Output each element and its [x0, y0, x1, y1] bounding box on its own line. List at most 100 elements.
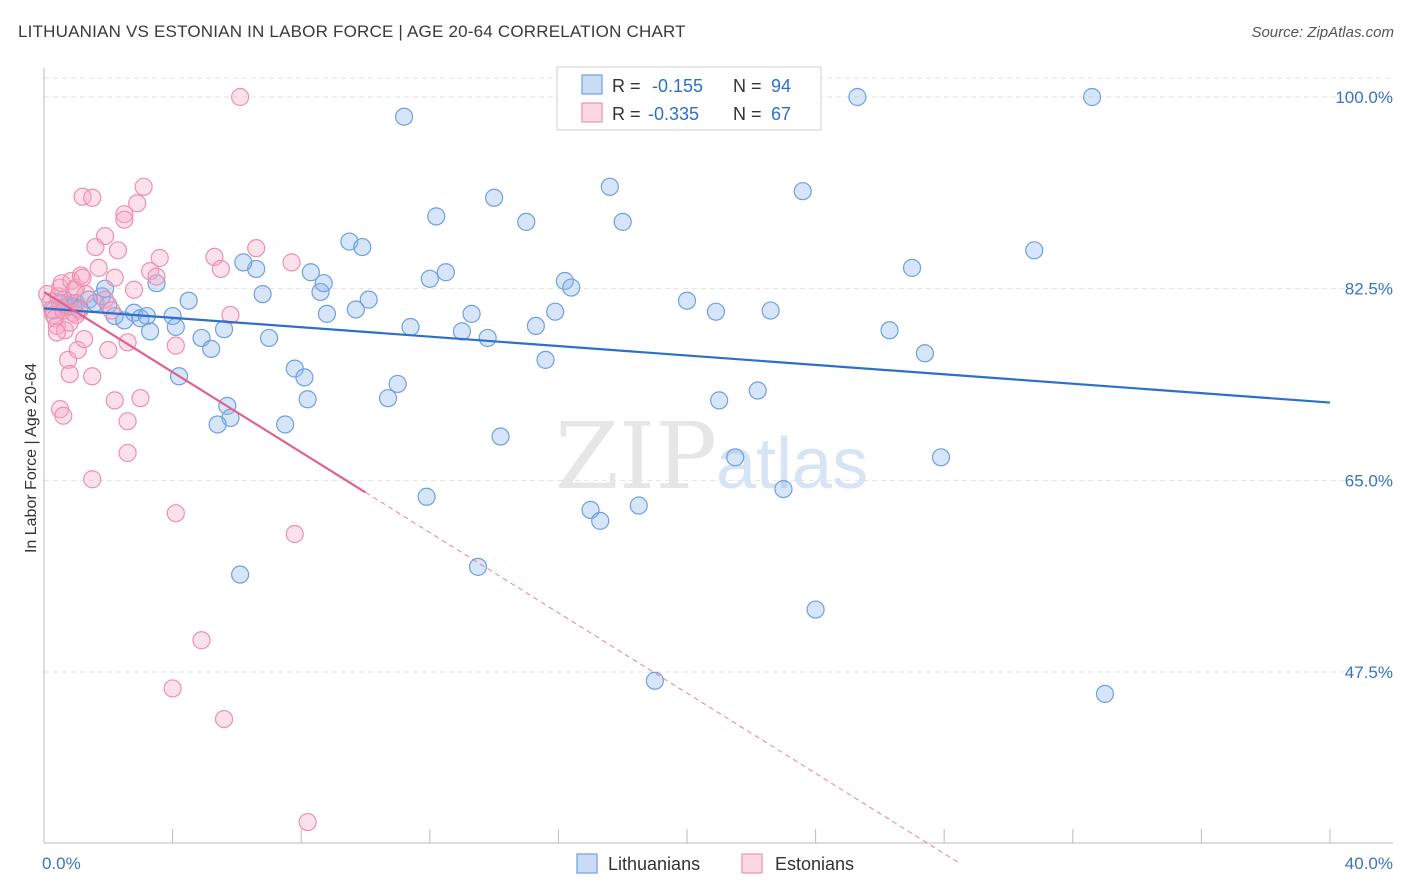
estonian-point-57 [214, 709, 234, 729]
legend-r-label-1: R = [612, 76, 641, 96]
lithuanian-point-62 [526, 316, 545, 336]
lithuanian-point-75 [710, 391, 729, 410]
estonian-point-59 [247, 239, 266, 258]
estonian-point-48 [147, 267, 166, 286]
lithuanian-point-13 [105, 306, 124, 326]
legend-n-label-2: N = [733, 104, 762, 124]
chart-title: LITHUANIAN VS ESTONIAN IN LABOR FORCE | … [18, 22, 686, 41]
lithuanian-point-51 [420, 269, 439, 288]
estonian-point-22 [75, 329, 94, 349]
lithuanian-point-32 [259, 328, 279, 348]
y-tick-labels: 47.5% 65.0% 82.5% 100.0% [1335, 88, 1393, 682]
lithuanian-point-89 [1095, 684, 1115, 704]
estonian-point-13 [60, 364, 79, 384]
estonians-trend-line [43, 291, 367, 494]
lithuanian-point-35 [276, 415, 295, 434]
lithuanian-point-85 [915, 344, 935, 363]
lithuanian-point-14 [115, 311, 134, 330]
y-tick-label-1: 65.0% [1345, 471, 1393, 490]
lithuanian-point-88 [1082, 87, 1102, 107]
legend-r-label-2: R = [612, 104, 641, 124]
lithuanian-point-87 [1025, 241, 1044, 260]
estonian-point-63 [54, 406, 73, 425]
lithuanian-point-59 [491, 427, 510, 446]
estonian-point-33 [102, 301, 121, 320]
estonian-point-65 [60, 313, 79, 332]
lithuanian-point-52 [427, 207, 446, 226]
lithuanian-point-57 [478, 328, 497, 348]
estonian-point-37 [105, 391, 124, 410]
estonian-point-56 [221, 305, 240, 325]
lithuanian-point-21 [166, 317, 185, 337]
bottom-legend: Lithuanians Estonians [576, 853, 854, 874]
legend-frame [556, 66, 822, 131]
estonian-point-12 [59, 350, 78, 369]
lithuanian-point-48 [378, 389, 398, 408]
estonian-point-34 [99, 340, 118, 360]
lithuanians-points [44, 87, 1115, 704]
legend-box: R = -0.155 N = 94 R = -0.335 N = 67 [556, 66, 822, 131]
lithuanian-point-29 [208, 415, 227, 434]
bottom-legend-lithuanians: Lithuanians [608, 854, 700, 874]
lithuanian-point-80 [793, 182, 812, 201]
lithuanian-point-58 [485, 188, 504, 207]
estonian-point-53 [192, 631, 211, 650]
lithuanian-point-81 [806, 600, 825, 619]
lithuanian-point-74 [706, 302, 726, 321]
lithuanian-point-69 [600, 177, 619, 196]
lithuanian-point-46 [359, 290, 378, 309]
estonian-point-30 [89, 258, 108, 277]
lithuanian-point-71 [629, 496, 648, 515]
lithuanian-point-77 [748, 381, 767, 400]
estonian-point-52 [163, 679, 182, 698]
lithuanian-point-70 [613, 212, 632, 231]
lithuanian-point-76 [726, 448, 745, 467]
lithuanian-point-68 [591, 511, 610, 530]
estonian-point-45 [131, 389, 150, 408]
estonian-point-50 [166, 504, 185, 523]
estonian-point-66 [47, 323, 66, 342]
lithuanian-point-39 [301, 263, 320, 282]
estonian-point-58 [231, 87, 250, 107]
y-tick-label-3: 100.0% [1335, 88, 1393, 107]
grid-lines [44, 77, 1393, 673]
lithuanians-trend-line [43, 307, 1331, 404]
estonian-point-46 [134, 177, 153, 196]
bottom-legend-estonians: Estonians [775, 854, 854, 874]
legend-n-label-1: N = [733, 76, 762, 96]
estonian-point-17 [67, 278, 86, 297]
estonian-point-25 [73, 187, 92, 206]
lithuanian-point-64 [546, 302, 565, 321]
estonian-point-39 [115, 210, 134, 229]
lithuanian-point-42 [317, 304, 337, 323]
lithuanian-point-49 [394, 107, 414, 126]
estonian-point-32 [95, 290, 115, 309]
watermark-zip: ZIP [555, 403, 717, 510]
lithuanian-point-84 [902, 258, 922, 277]
estonian-point-41 [118, 412, 137, 431]
estonian-point-21 [73, 268, 92, 287]
trend-lines [43, 291, 1331, 865]
estonian-point-60 [282, 253, 301, 272]
watermark: ZIP atlas [555, 403, 868, 510]
estonian-point-31 [95, 226, 115, 246]
lithuanian-point-18 [140, 322, 160, 341]
lithuanian-point-45 [346, 300, 365, 319]
estonians-points [38, 87, 317, 832]
lithuanian-point-20 [163, 306, 182, 326]
legend-n-value-2: 67 [771, 104, 791, 124]
lithuanian-point-63 [536, 350, 555, 369]
lithuanian-point-60 [468, 557, 488, 576]
bottom-legend-swatch-lithuanians [576, 853, 598, 874]
y-tick-label-2: 82.5% [1345, 280, 1393, 299]
bottom-legend-swatch-estonians [741, 853, 763, 874]
lithuanian-point-38 [298, 390, 317, 409]
x-tick-label-max: 40.0% [1345, 854, 1393, 873]
estonian-point-26 [83, 188, 102, 207]
lithuanian-point-50 [401, 317, 420, 337]
y-tick-label-0: 47.5% [1345, 663, 1393, 682]
lithuanian-point-22 [179, 291, 198, 310]
estonian-point-35 [105, 268, 124, 287]
lithuanian-point-83 [880, 321, 899, 340]
lithuanian-point-66 [562, 278, 581, 297]
